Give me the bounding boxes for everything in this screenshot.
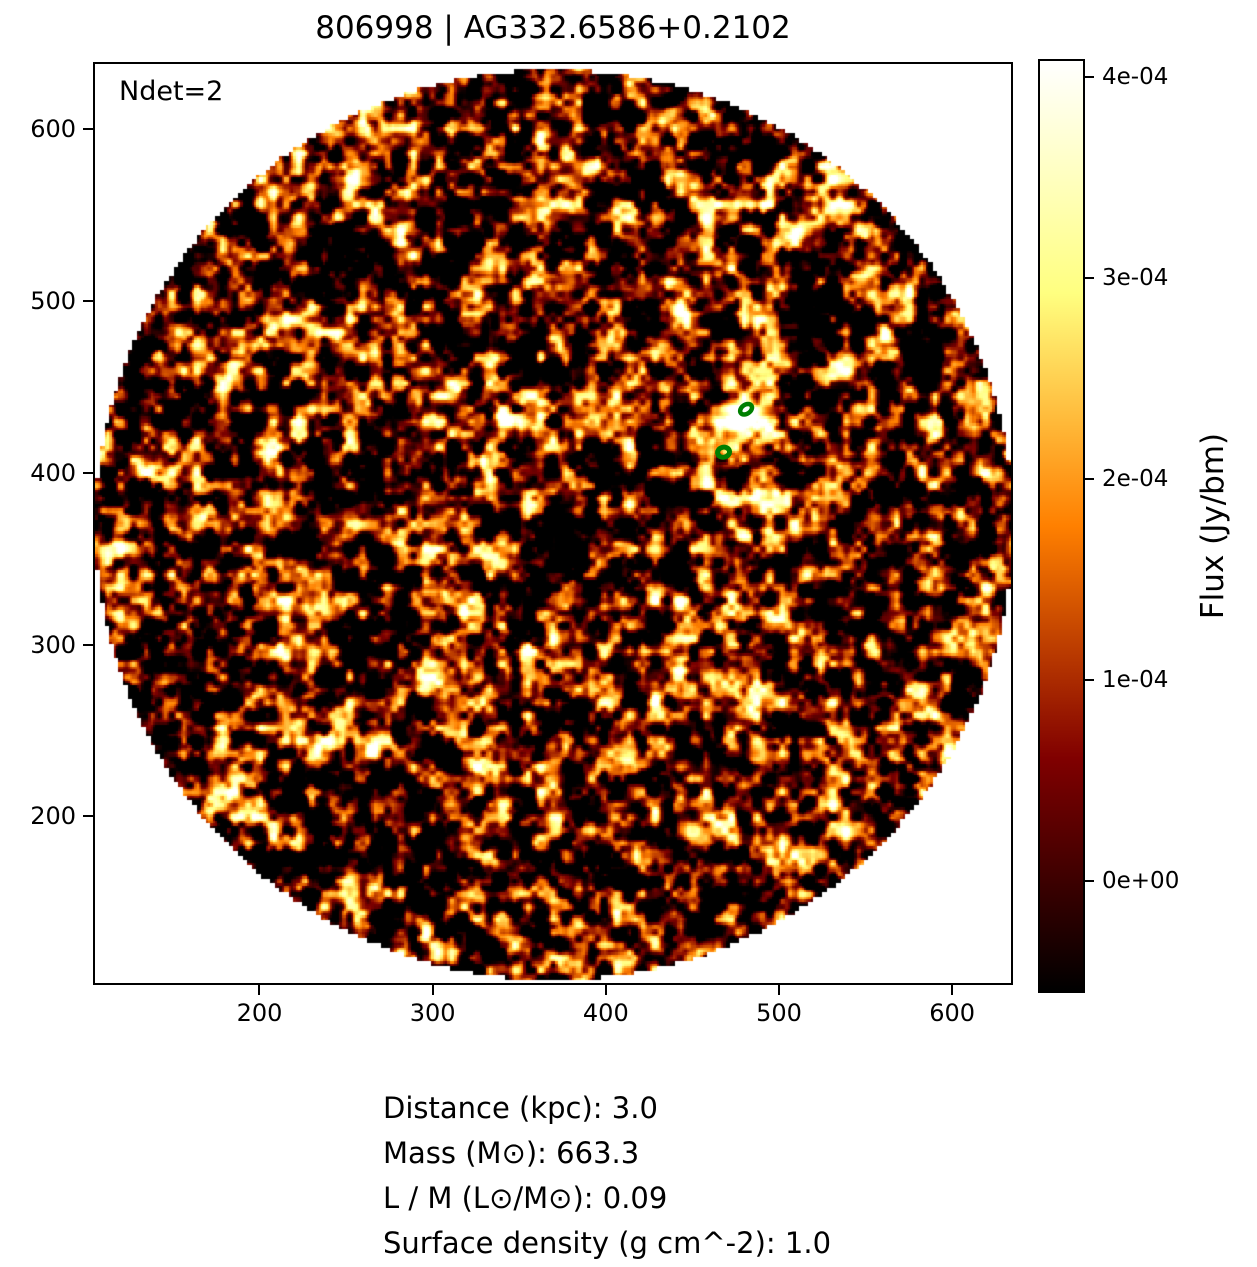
colorbar-tick: [1085, 678, 1094, 681]
colorbar-tick-label: 3e-04: [1102, 264, 1169, 291]
colorbar-tick-label: 4e-04: [1102, 64, 1169, 91]
info-line-mass: Mass (M⊙): 663.3: [383, 1136, 640, 1170]
y-axis-tick-label: 500: [30, 287, 76, 316]
y-axis-tick: [83, 815, 93, 818]
y-axis-tick-label: 200: [30, 802, 76, 831]
colorbar-tick-label: 1e-04: [1102, 666, 1169, 693]
colorbar-label: Flux (Jy/bm): [1195, 432, 1231, 620]
source-marker: [715, 444, 733, 460]
source-marker: [737, 401, 755, 417]
colorbar-tick: [1085, 76, 1094, 79]
source-markers-overlay: [715, 401, 755, 460]
x-axis-tick: [431, 985, 434, 995]
y-axis-tick: [83, 643, 93, 646]
x-axis-tick-label: 500: [756, 999, 802, 1027]
colorbar: [1038, 59, 1085, 993]
plot-area: Ndet=2: [93, 62, 1013, 985]
ndet-annotation: Ndet=2: [119, 76, 224, 107]
x-axis-tick: [951, 985, 954, 995]
colorbar-tick-label: 2e-04: [1102, 465, 1169, 492]
info-line-luminosity-mass: L / M (L⊙/M⊙): 0.09: [383, 1181, 668, 1215]
y-axis-tick: [83, 471, 93, 474]
info-block: Distance (kpc): 3.0 Mass (M⊙): 663.3 L /…: [383, 1086, 831, 1266]
colorbar-gradient: [1040, 61, 1083, 991]
colorbar-tick: [1085, 477, 1094, 480]
x-axis-tick: [777, 985, 780, 995]
flux-field-canvas: [95, 64, 1011, 983]
x-axis-tick: [258, 985, 261, 995]
y-axis-tick-label: 600: [30, 115, 76, 144]
colorbar-tick: [1085, 879, 1094, 882]
y-axis-tick-label: 300: [30, 630, 76, 659]
y-axis-tick-label: 400: [30, 458, 76, 487]
chart-title: 806998 | AG332.6586+0.2102: [315, 10, 791, 46]
x-axis-tick-label: 300: [409, 999, 456, 1027]
colorbar-tick: [1085, 276, 1094, 279]
x-axis-tick-label: 600: [929, 999, 976, 1027]
y-axis-tick: [83, 300, 93, 303]
x-axis-tick-label: 200: [236, 999, 283, 1027]
x-axis-tick-label: 400: [582, 999, 629, 1027]
x-axis-tick: [604, 985, 607, 995]
y-axis-tick: [83, 128, 93, 131]
info-line-surface-density: Surface density (g cm^-2): 1.0: [383, 1226, 832, 1260]
colorbar-tick-label: 0e+00: [1102, 867, 1180, 894]
info-line-distance: Distance (kpc): 3.0: [383, 1091, 658, 1125]
